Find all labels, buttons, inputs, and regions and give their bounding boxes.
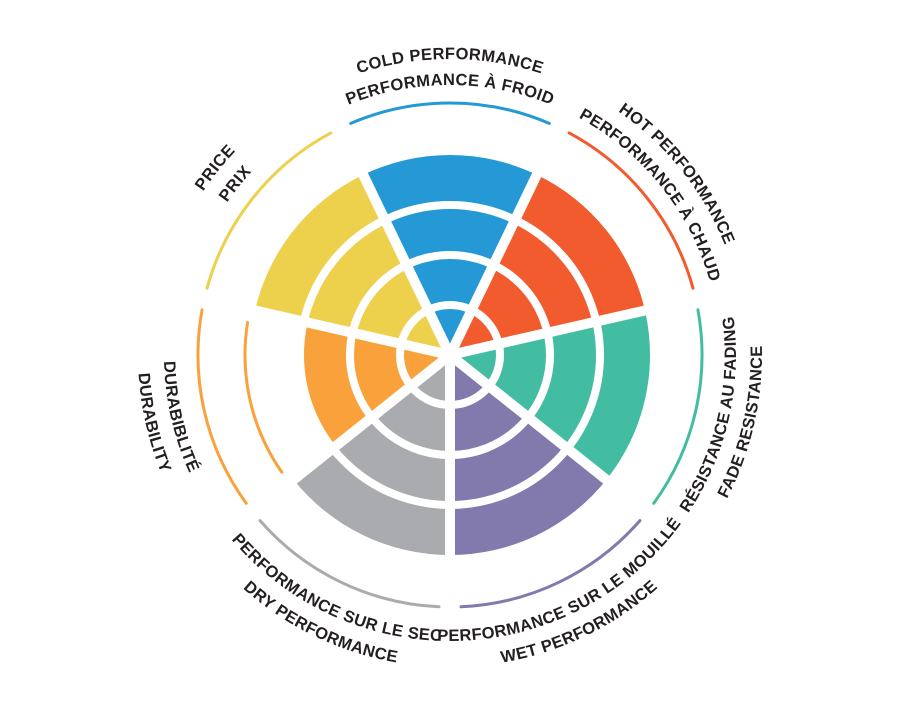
sector-separator-6	[356, 169, 455, 358]
sector-separator-1	[448, 304, 651, 360]
wedge-dry	[293, 355, 450, 555]
max-level-arc-durability	[243, 320, 284, 474]
wedge-durability	[300, 321, 450, 449]
wedge-wet	[450, 355, 607, 555]
accent-arc-hot	[567, 131, 695, 290]
accent-arc-price	[205, 131, 333, 290]
accent-arc-wet	[459, 519, 642, 609]
sector-separator-0	[445, 169, 544, 358]
sector-separator-5	[249, 304, 452, 360]
accent-arc-fade	[652, 308, 704, 505]
accent-arc-dry	[258, 519, 441, 609]
sector-separator-4	[287, 351, 454, 487]
sector-separator-2	[446, 351, 613, 487]
label-hot-en: HOT PERFORMANCE	[616, 100, 738, 247]
accent-arc-cold	[349, 101, 551, 125]
accent-arc-durability	[196, 308, 248, 505]
